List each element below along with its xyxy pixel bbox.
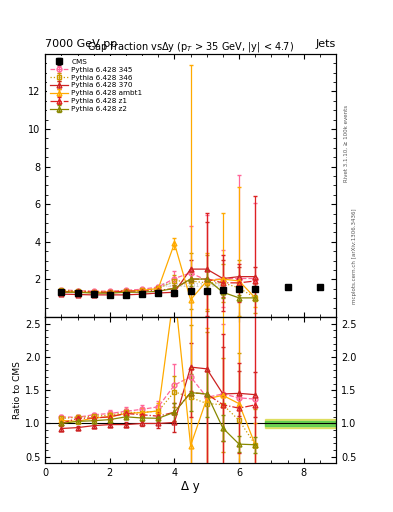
Bar xyxy=(265,419,336,428)
Y-axis label: Ratio to CMS: Ratio to CMS xyxy=(13,361,22,419)
Bar xyxy=(265,421,336,426)
Legend: CMS, Pythia 6.428 345, Pythia 6.428 346, Pythia 6.428 370, Pythia 6.428 ambt1, P: CMS, Pythia 6.428 345, Pythia 6.428 346,… xyxy=(48,56,145,115)
Text: 7000 GeV pp: 7000 GeV pp xyxy=(45,38,118,49)
Text: CMS_2012_I1102908: CMS_2012_I1102908 xyxy=(158,283,223,288)
Text: mcplots.cern.ch [arXiv:1306.3436]: mcplots.cern.ch [arXiv:1306.3436] xyxy=(352,208,357,304)
Text: Rivet 3.1.10, ≥ 100k events: Rivet 3.1.10, ≥ 100k events xyxy=(344,105,349,182)
X-axis label: Δ y: Δ y xyxy=(181,480,200,493)
Text: Jets: Jets xyxy=(316,38,336,49)
Title: Gap fraction vs$\Delta$y (p$_T$ > 35 GeV, |y| < 4.7): Gap fraction vs$\Delta$y (p$_T$ > 35 GeV… xyxy=(87,40,294,54)
